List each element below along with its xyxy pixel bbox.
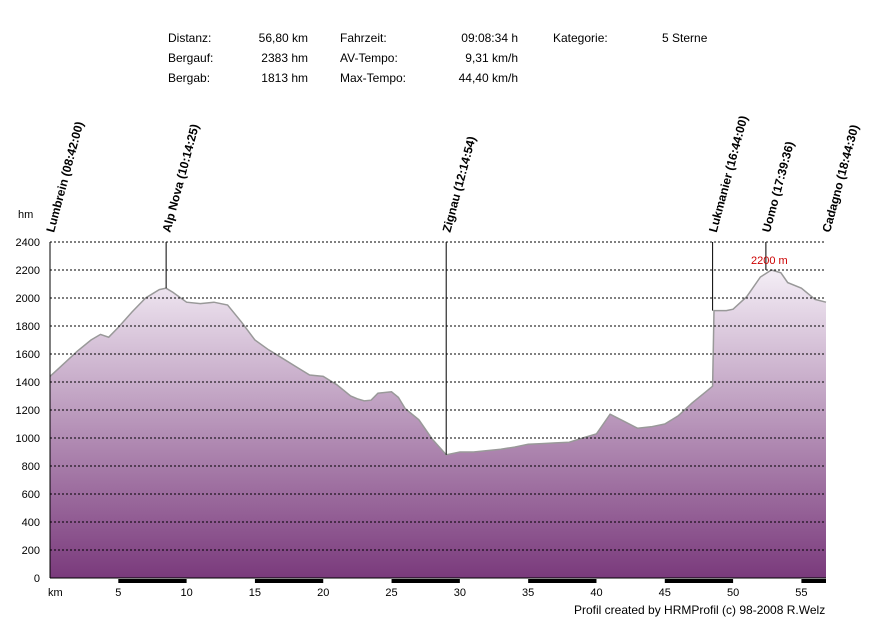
x-tick-label: 15 bbox=[249, 587, 261, 599]
riding-time-value: 09:08:34 h bbox=[461, 31, 518, 45]
avg-speed-label: AV-Tempo: bbox=[340, 51, 398, 65]
x-tick-label: 45 bbox=[659, 587, 671, 599]
x-tick-label: 50 bbox=[727, 587, 739, 599]
x-scale-band bbox=[664, 579, 734, 583]
y-tick-label: 1000 bbox=[16, 433, 40, 445]
waypoint-label: Cadagno (18:44:30) bbox=[819, 123, 861, 234]
x-tick-label: 40 bbox=[590, 587, 602, 599]
x-scale-band bbox=[528, 579, 597, 583]
waypoint-label: Lukmanier (16:44:00) bbox=[706, 114, 751, 234]
ascent-label: Bergauf: bbox=[168, 51, 214, 65]
avg-speed-value: 9,31 km/h bbox=[465, 51, 518, 65]
elevation-area bbox=[50, 270, 826, 578]
y-tick-label: 1200 bbox=[16, 405, 40, 417]
y-axis-unit-label: hm bbox=[18, 209, 33, 221]
waypoint-label: Lumbrein (08:42:00) bbox=[43, 120, 86, 234]
x-tick-label: 30 bbox=[454, 587, 466, 599]
ascent-value: 2383 hm bbox=[261, 51, 308, 65]
max-elevation-label: 2200 m bbox=[751, 255, 788, 267]
waypoint-label: Zignau (12:14:54) bbox=[440, 135, 479, 234]
waypoint-label: Uomo (17:39:36) bbox=[759, 140, 797, 234]
y-tick-label: 1600 bbox=[16, 349, 40, 361]
x-tick-label: 10 bbox=[180, 587, 192, 599]
max-speed-value: 44,40 km/h bbox=[458, 71, 518, 85]
y-tick-label: 600 bbox=[22, 489, 40, 501]
distance-label: Distanz: bbox=[168, 31, 212, 45]
descent-value: 1813 hm bbox=[261, 71, 308, 85]
riding-time-label: Fahrzeit: bbox=[340, 31, 387, 45]
x-scale-band bbox=[254, 579, 324, 583]
x-tick-label: 35 bbox=[522, 587, 534, 599]
y-tick-label: 0 bbox=[34, 573, 40, 585]
elevation-line bbox=[49, 269, 827, 456]
x-axis-unit-label: km bbox=[48, 587, 63, 599]
y-tick-label: 2200 bbox=[16, 265, 40, 277]
y-tick-label: 2400 bbox=[16, 237, 40, 249]
distance-value: 56,80 km bbox=[258, 31, 308, 45]
descent-label: Bergab: bbox=[168, 71, 211, 85]
waypoint-label: Alp Nova (10:14:25) bbox=[160, 123, 202, 234]
category-label: Kategorie: bbox=[553, 31, 608, 45]
x-tick-label: 55 bbox=[795, 587, 807, 599]
max-speed-label: Max-Tempo: bbox=[340, 71, 407, 85]
x-scale-band bbox=[391, 579, 460, 583]
x-tick-label: 25 bbox=[385, 587, 397, 599]
category-value: 5 Sterne bbox=[662, 31, 708, 45]
profile-credit: Profil created by HRMProfil (c) 98-2008 … bbox=[574, 603, 826, 617]
y-tick-label: 2000 bbox=[16, 293, 40, 305]
x-tick-label: 5 bbox=[115, 587, 121, 599]
x-scale-band bbox=[801, 579, 826, 583]
y-tick-label: 200 bbox=[22, 545, 40, 557]
x-tick-label: 20 bbox=[317, 587, 329, 599]
y-tick-label: 400 bbox=[22, 517, 40, 529]
y-tick-label: 1400 bbox=[16, 377, 40, 389]
x-scale-band bbox=[118, 579, 187, 583]
y-tick-label: 800 bbox=[22, 461, 40, 473]
y-tick-label: 1800 bbox=[16, 321, 40, 333]
